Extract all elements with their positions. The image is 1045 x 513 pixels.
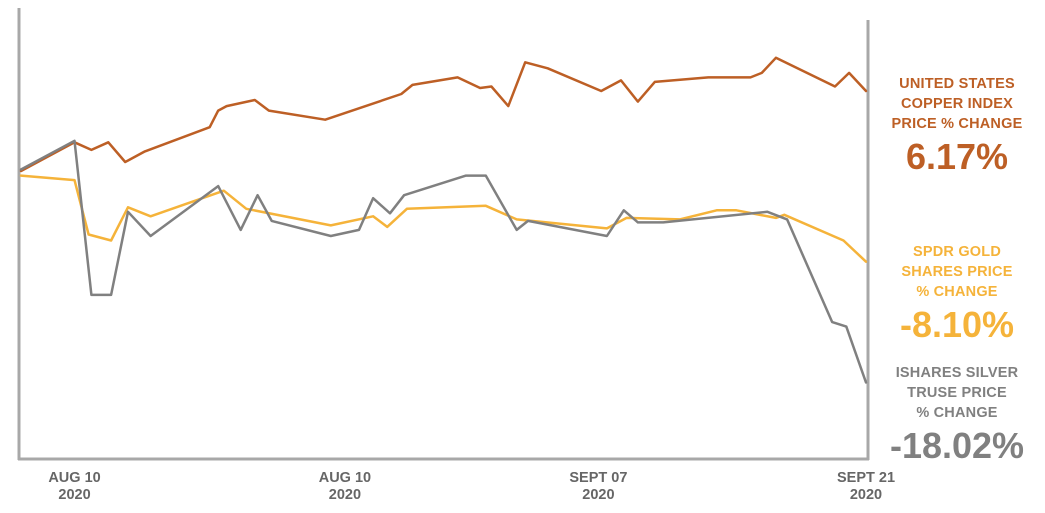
copper-legend-line-3: PRICE % CHANGE [891, 116, 1023, 132]
x-tick-label: AUG 10 2020 [48, 470, 100, 503]
silver-legend-line-3: % CHANGE [916, 405, 998, 421]
gold-series-line [19, 174, 868, 263]
gold-legend-line-2: SHARES PRICE [901, 264, 1013, 280]
copper-series-line [19, 56, 868, 173]
series-layer [19, 56, 868, 384]
x-tick-labels: AUG 10 2020 AUG 10 2020 SEPT 07 2020 SEPT 21 20… [48, 470, 895, 503]
silver-legend-value: -18.02% [889, 425, 1025, 466]
copper-legend-value: 6.17% [905, 136, 1009, 177]
silver-legend-line-1: ISHARES SILVER [895, 365, 1019, 381]
copper-legend: UNITED STATES COPPER INDEX PRICE % CHANG… [872, 74, 1042, 178]
silver-legend: ISHARES SILVER TRUSE PRICE % CHANGE -18.… [872, 363, 1042, 467]
x-tick-label: AUG 10 2020 [319, 470, 371, 503]
silver-series-line [19, 139, 868, 384]
gold-legend: SPDR GOLD SHARES PRICE % CHANGE -8.10% [872, 242, 1042, 346]
gold-legend-line-1: SPDR GOLD [913, 244, 1001, 260]
copper-legend-line-2: COPPER INDEX [901, 96, 1013, 112]
x-tick-label: SEPT 07 2020 [569, 470, 627, 503]
silver-legend-line-2: TRUSE PRICE [907, 385, 1007, 401]
gold-legend-value: -8.10% [899, 304, 1015, 345]
copper-legend-line-1: UNITED STATES [899, 76, 1015, 92]
chart-axes [17, 8, 870, 461]
x-tick-label: SEPT 21 2020 [837, 470, 895, 503]
gold-legend-line-3: % CHANGE [916, 284, 998, 300]
